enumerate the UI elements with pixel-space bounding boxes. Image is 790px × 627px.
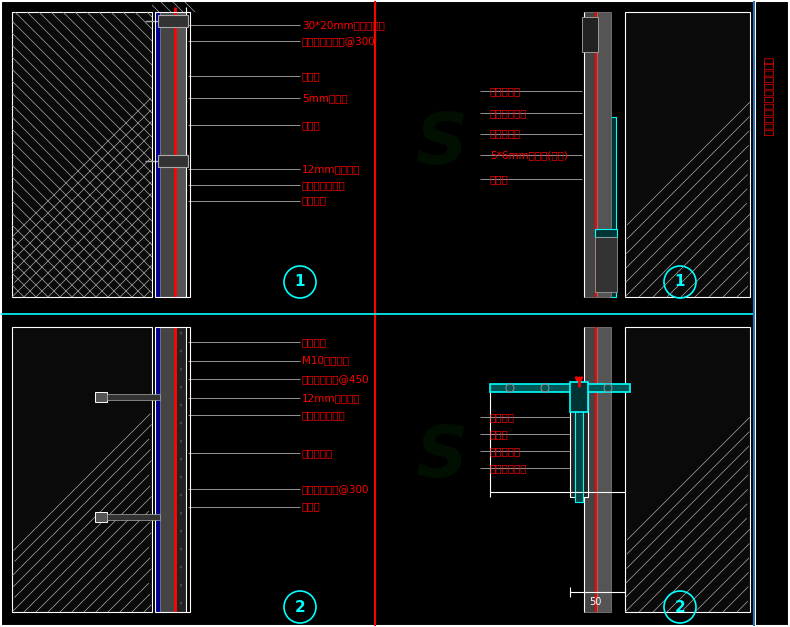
Bar	[575, 387, 583, 502]
Text: 刷防火涂料三度: 刷防火涂料三度	[302, 180, 346, 190]
Bar	[570, 382, 588, 412]
Text: 木饰面挂条: 木饰面挂条	[490, 86, 521, 96]
Text: 2: 2	[295, 599, 306, 614]
Text: S: S	[37, 110, 89, 179]
Bar	[595, 237, 617, 292]
Text: 墙面不同材质相接工艺做法: 墙面不同材质相接工艺做法	[762, 57, 772, 137]
Bar	[107, 514, 160, 520]
Text: 2: 2	[675, 599, 686, 614]
Bar	[582, 17, 598, 52]
Text: 木饰面: 木饰面	[490, 429, 509, 439]
Text: 1: 1	[295, 275, 305, 290]
Text: 不锈钢饰面: 不锈钢饰面	[490, 446, 521, 456]
Bar	[155, 327, 160, 612]
Bar	[597, 327, 611, 612]
Text: 刷防火涂料三度@300: 刷防火涂料三度@300	[302, 36, 376, 46]
Bar	[155, 12, 190, 297]
Bar	[176, 327, 186, 612]
Bar	[95, 392, 107, 402]
Text: 12mm厚多层板: 12mm厚多层板	[302, 164, 360, 174]
Bar	[176, 12, 186, 297]
Bar	[595, 229, 617, 237]
Bar	[158, 155, 188, 167]
Bar	[155, 12, 160, 297]
Text: 卡式龙管: 卡式龙管	[490, 412, 515, 422]
Text: 建筑墙体: 建筑墙体	[302, 337, 327, 347]
Text: 50: 50	[589, 597, 601, 607]
Text: 12mm厚多层板: 12mm厚多层板	[302, 393, 360, 403]
Text: M10膨胀螺栓: M10膨胀螺栓	[302, 356, 349, 366]
Bar	[570, 392, 588, 497]
Bar	[597, 12, 611, 297]
Bar	[107, 394, 160, 400]
Bar	[12, 327, 152, 612]
Bar	[625, 12, 750, 297]
Text: 5*6mm工艺缝(见光): 5*6mm工艺缝(见光)	[490, 150, 568, 161]
Text: 卡式龙骨横档@300: 卡式龙骨横档@300	[302, 484, 370, 494]
Bar	[158, 15, 188, 27]
Bar	[12, 12, 152, 297]
Bar	[625, 327, 750, 612]
Text: 5mm工艺缝: 5mm工艺缝	[302, 93, 348, 103]
Bar	[155, 327, 190, 612]
Bar	[95, 512, 107, 522]
Bar	[755, 1, 789, 626]
Text: 建筑墙体: 建筑墙体	[302, 196, 327, 206]
Text: 1: 1	[675, 275, 685, 290]
Text: S: S	[416, 110, 468, 179]
Text: 刷防火涂料三度: 刷防火涂料三度	[302, 410, 346, 420]
Bar	[160, 327, 174, 612]
Text: 不锈钢饰面: 不锈钢饰面	[490, 129, 521, 139]
Text: S: S	[37, 423, 89, 492]
Bar	[490, 384, 630, 392]
Text: 细木工板基层: 细木工板基层	[490, 463, 528, 473]
Bar	[160, 12, 174, 297]
Text: 细木工板基层: 细木工板基层	[490, 108, 528, 118]
Text: 木饰面: 木饰面	[302, 120, 321, 130]
Text: 30*20mm木龙骨基层: 30*20mm木龙骨基层	[302, 20, 385, 30]
Bar	[610, 117, 616, 297]
Text: 木饰面: 木饰面	[490, 174, 509, 184]
Text: 成品木饰面: 成品木饰面	[302, 448, 333, 458]
Bar	[584, 327, 597, 612]
Text: 木挂条: 木挂条	[302, 502, 321, 512]
Text: S: S	[416, 423, 468, 492]
Text: 木挂条: 木挂条	[302, 71, 321, 82]
Bar	[584, 12, 597, 297]
Text: 卡式龙骨竖档@450: 卡式龙骨竖档@450	[302, 374, 370, 384]
